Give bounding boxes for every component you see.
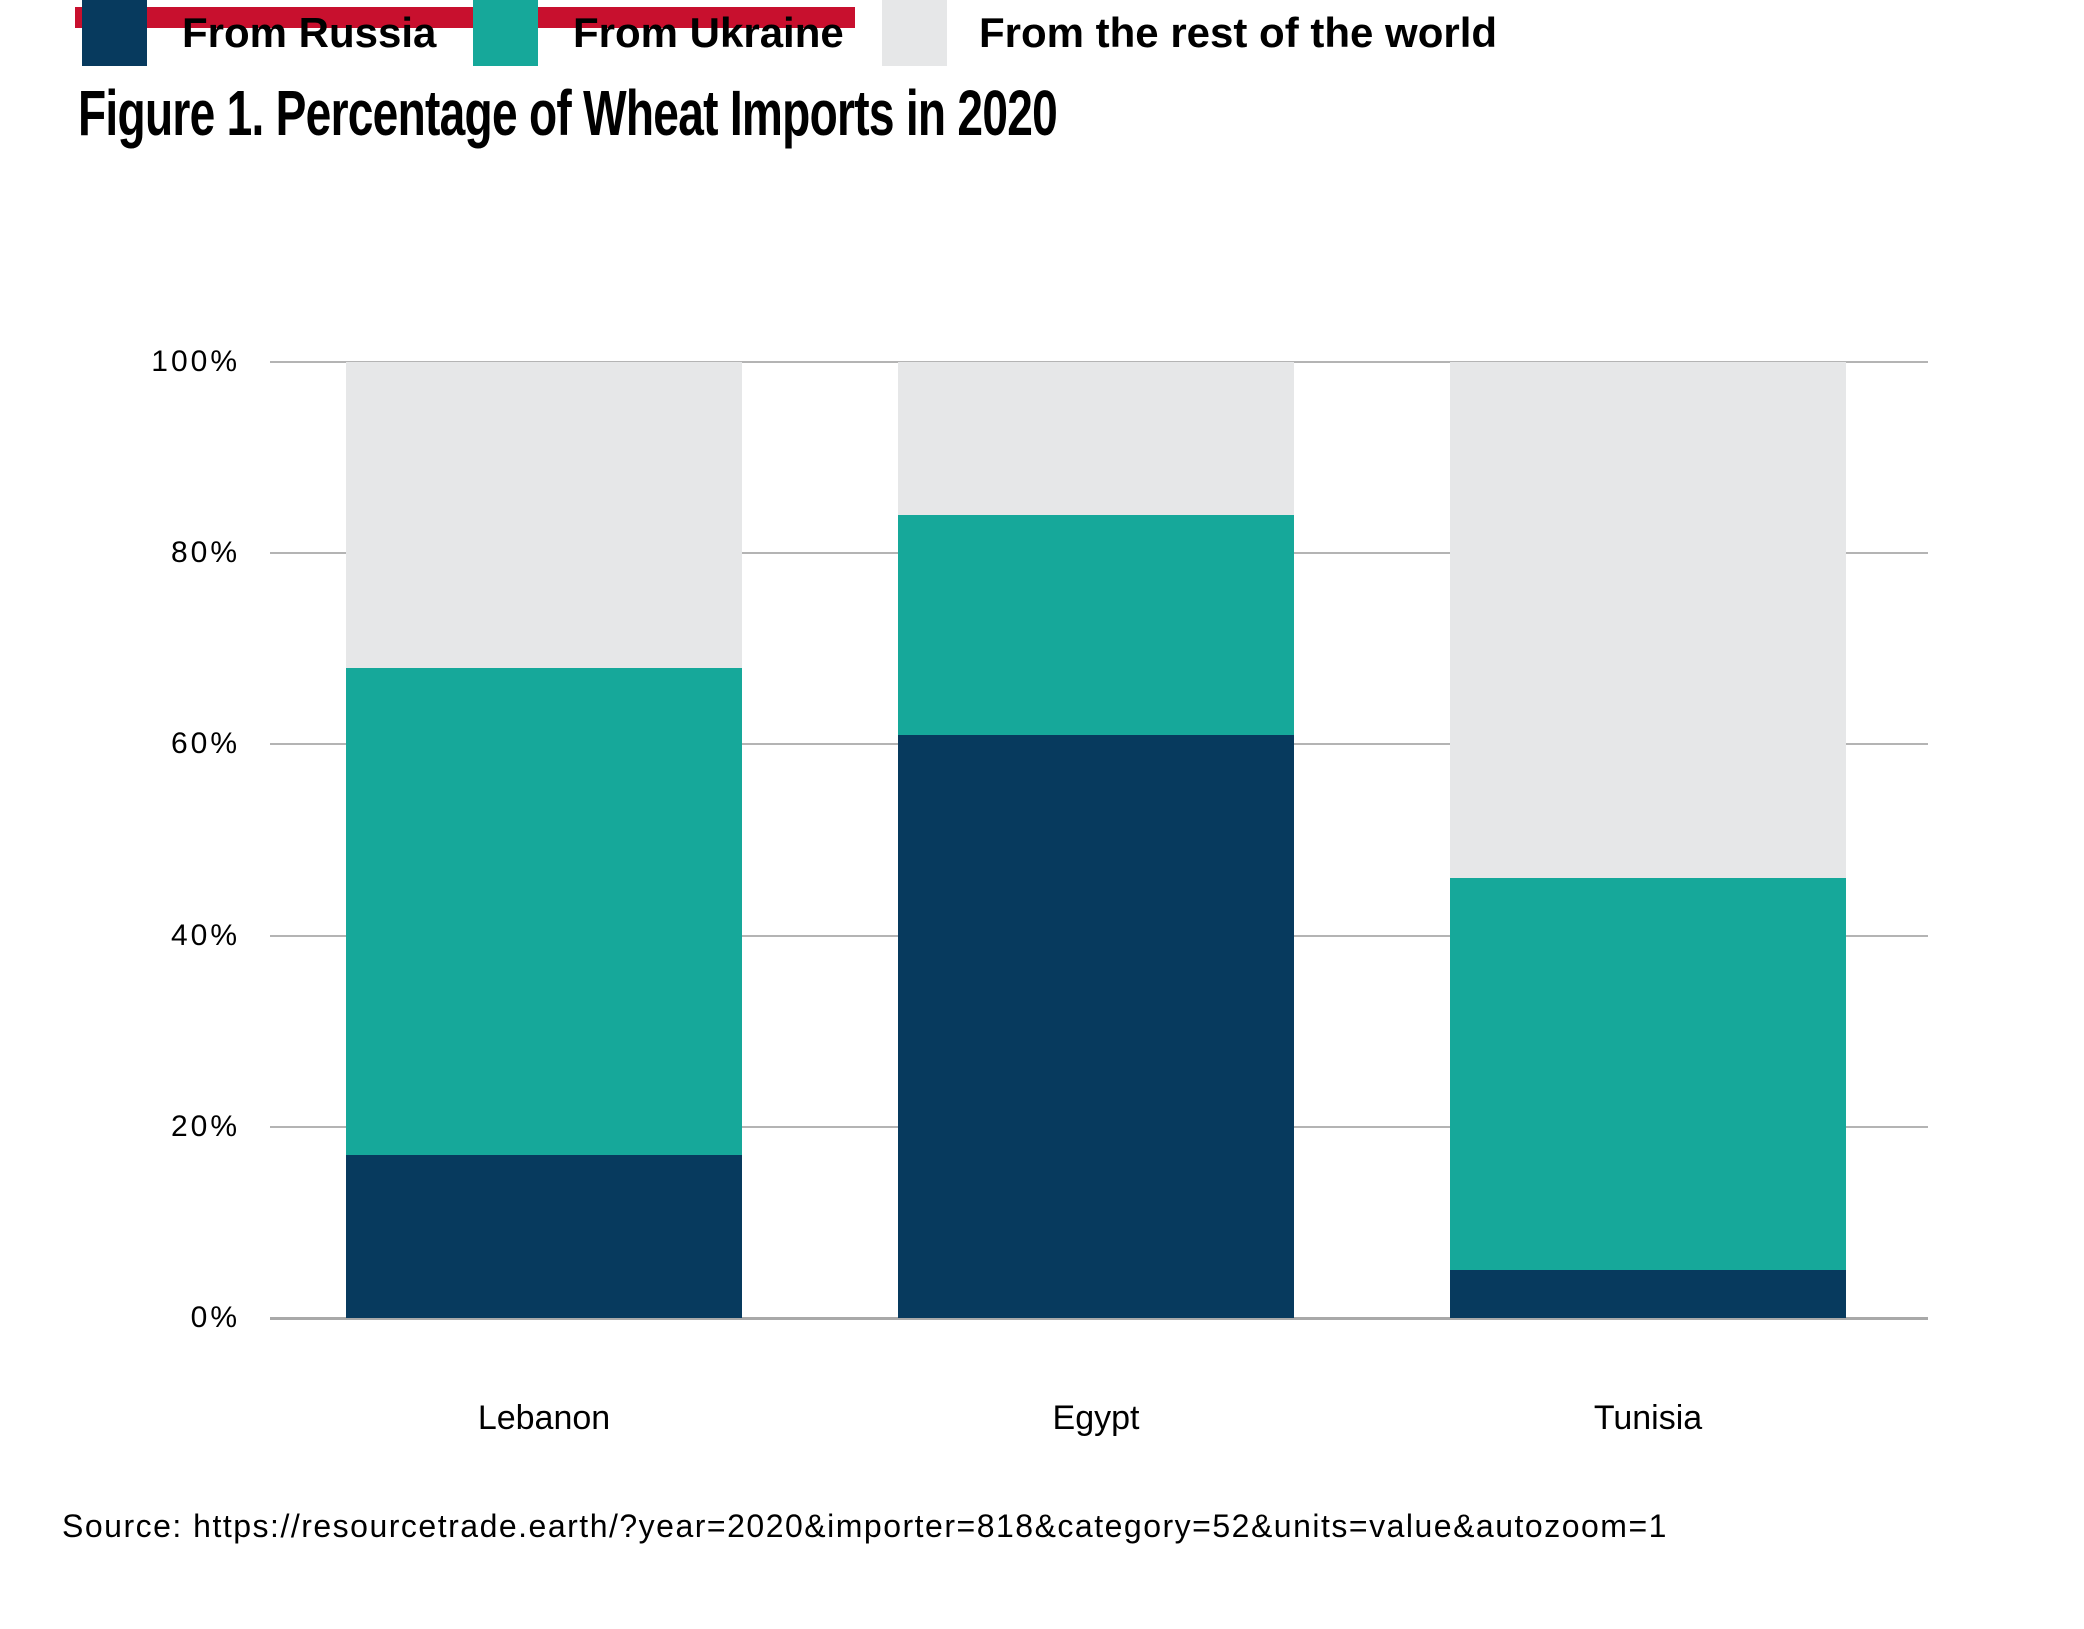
y-axis-tick-label: 60% (170, 727, 240, 761)
y-axis-tick-label: 100% (151, 345, 240, 378)
bar-segment (1450, 1270, 1846, 1318)
stacked-bar-tunisia (1450, 362, 1846, 1318)
legend-swatch (473, 0, 538, 66)
source-citation: Source: https://resourcetrade.earth/?yea… (62, 1508, 1668, 1544)
y-axis-tick-label: 0% (190, 1301, 240, 1334)
bar-segment (346, 1155, 742, 1318)
y-axis-tick-label: 80% (170, 536, 240, 570)
legend-label: From Russia (182, 9, 437, 56)
legend-swatch (82, 0, 147, 66)
bar-segment (346, 362, 742, 668)
legend-label: From Ukraine (573, 9, 844, 56)
bar-segment (1450, 362, 1846, 879)
stacked-bar-egypt (898, 362, 1294, 1318)
legend-label: From the rest of the world (979, 9, 1498, 56)
figure-title: Figure 1. Percentage of Wheat Imports in… (78, 77, 1058, 149)
x-axis-category-label: Lebanon (477, 1399, 611, 1437)
x-axis-category-label: Egypt (1052, 1399, 1140, 1437)
red-accent-bar (75, 7, 855, 28)
x-axis-line (270, 1317, 1928, 1320)
x-axis-category-label: Tunisia (1593, 1399, 1703, 1437)
bar-segment (898, 362, 1294, 515)
bar-segment (346, 667, 742, 1156)
bar-segment (1450, 878, 1846, 1271)
y-axis-tick-label: 40% (170, 918, 240, 952)
gridline (270, 361, 1928, 363)
stacked-bar-lebanon (346, 362, 742, 1318)
legend-swatch (882, 0, 947, 66)
bar-segment (898, 734, 1294, 1318)
bar-segment (898, 514, 1294, 735)
y-axis-tick-label: 20% (170, 1109, 240, 1143)
